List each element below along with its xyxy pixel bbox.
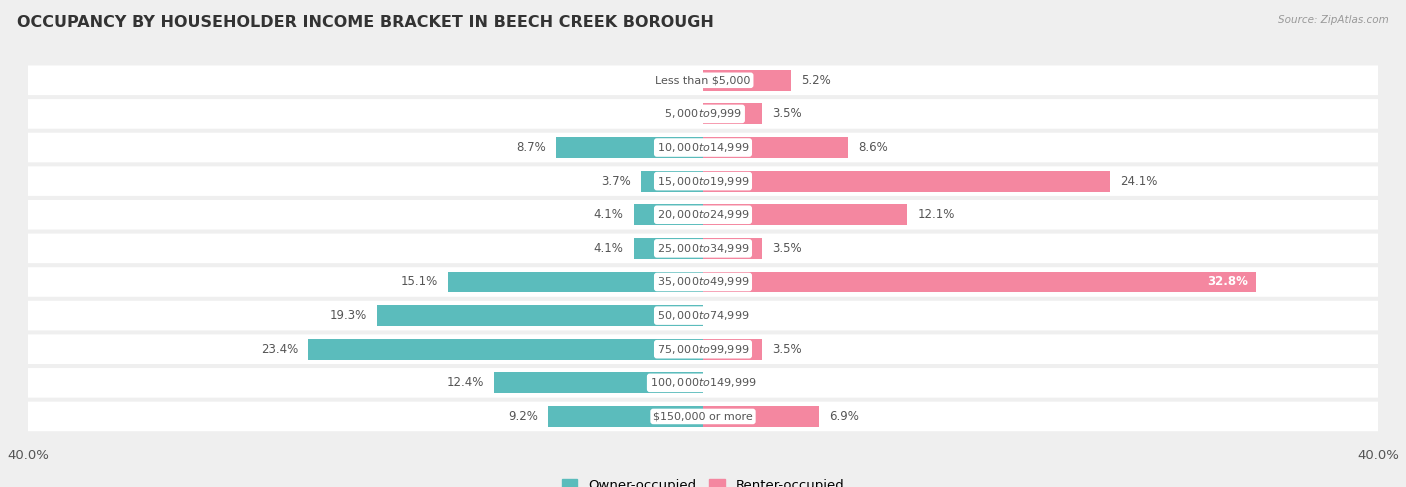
Text: $75,000 to $99,999: $75,000 to $99,999	[657, 343, 749, 356]
Text: $20,000 to $24,999: $20,000 to $24,999	[657, 208, 749, 221]
Bar	[703, 171, 1109, 191]
Text: 23.4%: 23.4%	[262, 343, 298, 356]
Bar	[703, 70, 790, 91]
Legend: Owner-occupied, Renter-occupied: Owner-occupied, Renter-occupied	[561, 480, 845, 487]
Bar	[703, 406, 820, 427]
Bar	[449, 272, 703, 292]
Text: $35,000 to $49,999: $35,000 to $49,999	[657, 276, 749, 288]
Bar	[548, 406, 703, 427]
Text: OCCUPANCY BY HOUSEHOLDER INCOME BRACKET IN BEECH CREEK BOROUGH: OCCUPANCY BY HOUSEHOLDER INCOME BRACKET …	[17, 15, 714, 30]
Text: Source: ZipAtlas.com: Source: ZipAtlas.com	[1278, 15, 1389, 25]
FancyBboxPatch shape	[0, 167, 1406, 196]
Text: 0.0%: 0.0%	[713, 309, 742, 322]
Bar	[703, 205, 907, 225]
FancyBboxPatch shape	[0, 402, 1406, 431]
FancyBboxPatch shape	[0, 368, 1406, 397]
Text: $150,000 or more: $150,000 or more	[654, 412, 752, 421]
Text: Less than $5,000: Less than $5,000	[655, 75, 751, 85]
FancyBboxPatch shape	[0, 267, 1406, 297]
Text: 3.5%: 3.5%	[772, 108, 801, 120]
Bar	[494, 373, 703, 393]
Bar	[557, 137, 703, 158]
Text: 12.4%: 12.4%	[446, 376, 484, 389]
Bar	[641, 171, 703, 191]
Text: 3.7%: 3.7%	[600, 175, 630, 187]
Text: 0.0%: 0.0%	[664, 74, 693, 87]
Bar	[634, 205, 703, 225]
Bar	[703, 272, 1257, 292]
Text: $100,000 to $149,999: $100,000 to $149,999	[650, 376, 756, 389]
Text: 0.0%: 0.0%	[713, 376, 742, 389]
Text: $15,000 to $19,999: $15,000 to $19,999	[657, 175, 749, 187]
FancyBboxPatch shape	[0, 335, 1406, 364]
Bar	[703, 339, 762, 359]
Text: 8.6%: 8.6%	[858, 141, 889, 154]
Text: 4.1%: 4.1%	[593, 242, 624, 255]
Bar	[703, 103, 762, 124]
Bar	[703, 238, 762, 259]
Text: 8.7%: 8.7%	[516, 141, 546, 154]
FancyBboxPatch shape	[0, 133, 1406, 162]
FancyBboxPatch shape	[0, 234, 1406, 263]
Text: 6.9%: 6.9%	[830, 410, 859, 423]
Text: $5,000 to $9,999: $5,000 to $9,999	[664, 108, 742, 120]
Text: $25,000 to $34,999: $25,000 to $34,999	[657, 242, 749, 255]
Text: $10,000 to $14,999: $10,000 to $14,999	[657, 141, 749, 154]
Bar	[703, 137, 848, 158]
FancyBboxPatch shape	[0, 301, 1406, 330]
Text: $50,000 to $74,999: $50,000 to $74,999	[657, 309, 749, 322]
FancyBboxPatch shape	[0, 99, 1406, 129]
Text: 9.2%: 9.2%	[508, 410, 537, 423]
Text: 3.5%: 3.5%	[772, 343, 801, 356]
Bar	[634, 238, 703, 259]
Text: 15.1%: 15.1%	[401, 276, 439, 288]
Bar	[308, 339, 703, 359]
Text: 5.2%: 5.2%	[801, 74, 831, 87]
Text: 24.1%: 24.1%	[1119, 175, 1157, 187]
FancyBboxPatch shape	[0, 200, 1406, 229]
Text: 19.3%: 19.3%	[330, 309, 367, 322]
Text: 3.5%: 3.5%	[772, 242, 801, 255]
Bar	[377, 305, 703, 326]
Text: 12.1%: 12.1%	[917, 208, 955, 221]
Text: 0.0%: 0.0%	[664, 108, 693, 120]
Text: 4.1%: 4.1%	[593, 208, 624, 221]
Text: 32.8%: 32.8%	[1208, 276, 1249, 288]
FancyBboxPatch shape	[0, 65, 1406, 95]
